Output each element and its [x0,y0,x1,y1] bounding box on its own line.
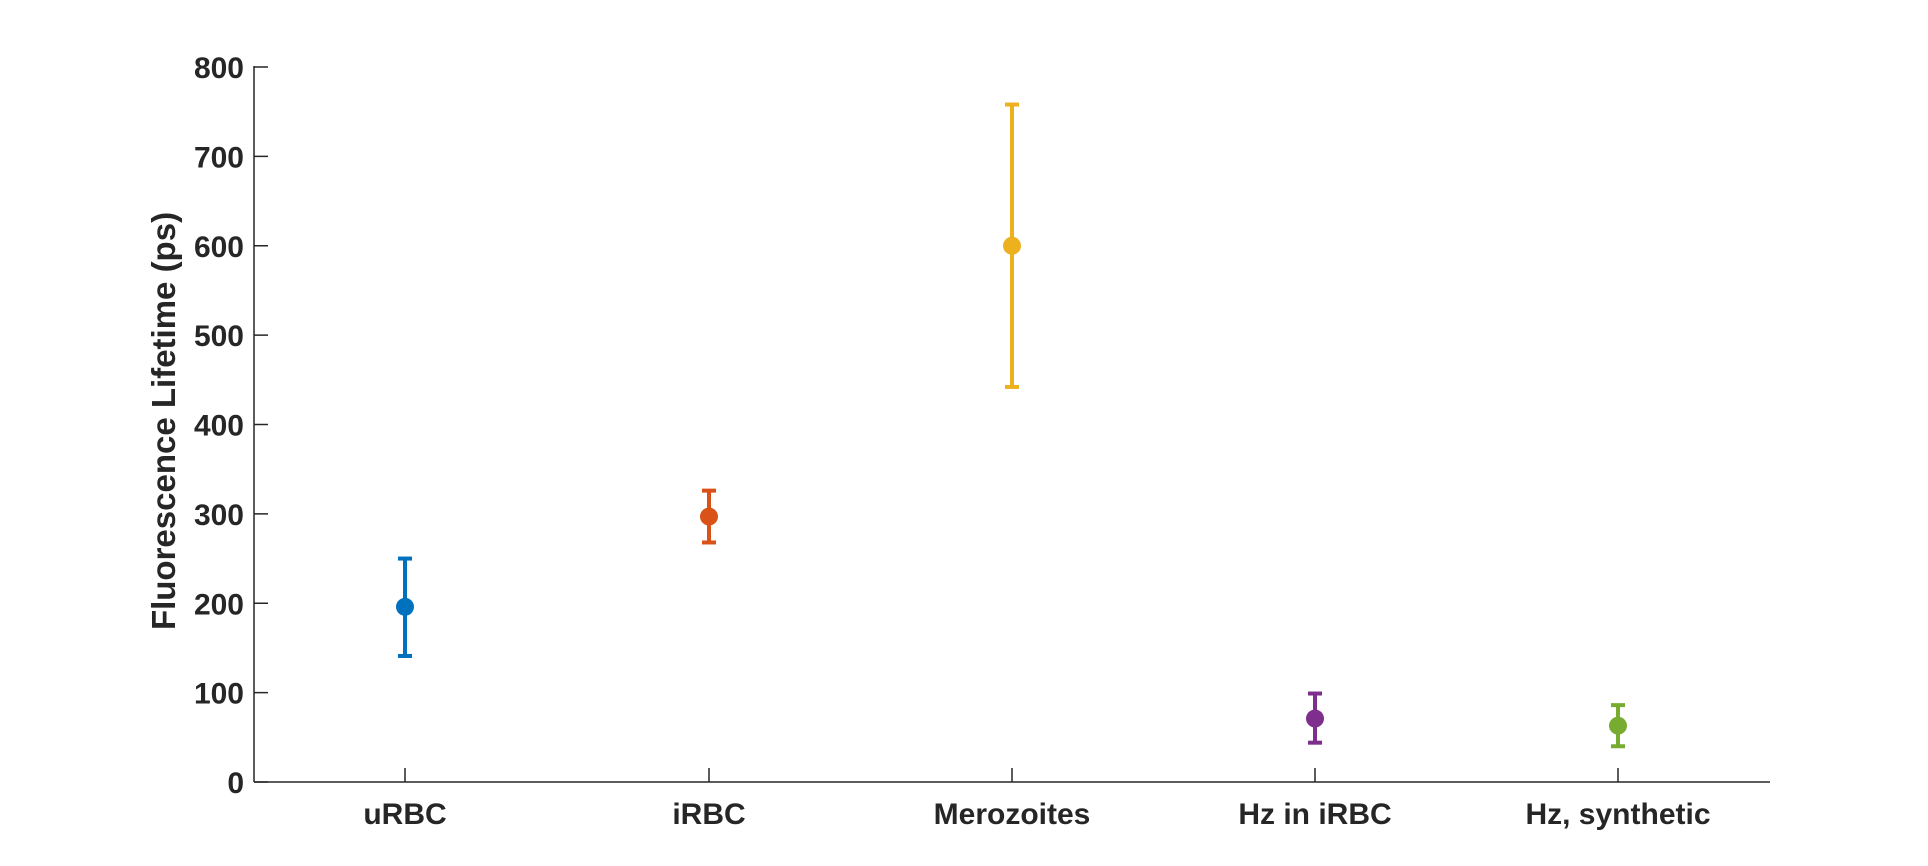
x-tick-label: Merozoites [934,798,1091,831]
data-point [1003,236,1021,255]
x-tick-label: uRBC [363,798,446,831]
y-tick-label: 300 [194,499,244,532]
y-tick-label: 0 [227,767,244,800]
y-tick-label: 600 [194,231,244,264]
data-point [396,597,414,616]
y-tick-label: 200 [194,588,244,621]
y-tick-label: 700 [194,141,244,174]
y-tick-label: 500 [194,320,244,353]
data-marks [396,102,1627,749]
x-tick-label: iRBC [672,798,745,831]
y-axis-title: Fluorescence Lifetime (ps) [145,212,182,630]
y-tick-label: 800 [194,52,244,85]
data-point [1609,716,1627,735]
x-tick-label: Hz in iRBC [1238,798,1391,831]
data-point [1306,709,1324,728]
y-tick-label: 400 [194,410,244,443]
x-tick-label: Hz, synthetic [1525,798,1710,831]
y-tick-label: 100 [194,678,244,711]
data-point [700,507,718,526]
axes: 0 100 200 300 400 500 600 700 800 uRBC iRBC Merozoi… [194,52,1770,831]
